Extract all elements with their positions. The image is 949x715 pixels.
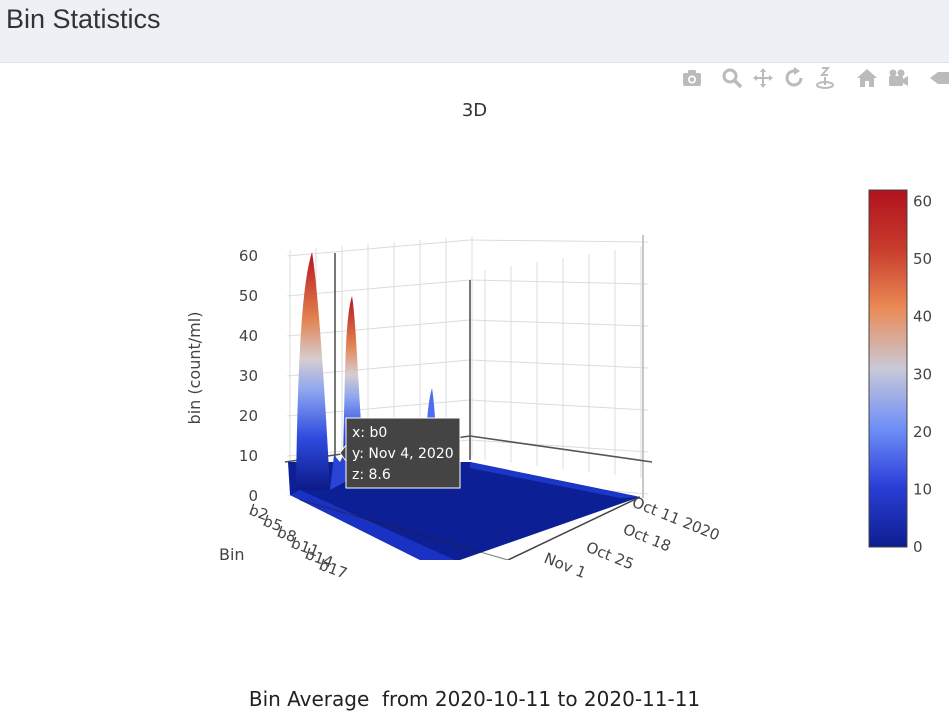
z-tick-label: 50: [239, 287, 258, 305]
axis-line: [507, 496, 641, 560]
grid-line: [286, 279, 471, 297]
camera-icon[interactable]: [680, 66, 704, 90]
surface-peak: [296, 252, 330, 490]
x-tick-label: b2: [247, 501, 271, 524]
z-tick-label: 20: [239, 407, 258, 425]
hover-tooltip: x: b0 y: Nov 4, 2020 z: 8.6: [339, 417, 461, 489]
tooltip-z: z: 8.6: [352, 467, 391, 483]
y-tick-label: Nov 1: [542, 549, 589, 582]
colorbar-tick-label: 10: [913, 480, 932, 498]
z-tick-label: 0: [248, 487, 258, 505]
axis-line: [299, 499, 509, 560]
z-tick-label: 30: [239, 367, 258, 385]
page-header: Bin Statistics: [0, 0, 949, 63]
grid-line: [286, 239, 471, 257]
grid-line: [469, 439, 649, 453]
orbit-rotation-icon[interactable]: [782, 66, 806, 90]
plot-scene: [284, 235, 653, 560]
tooltip-y: y: Nov 4, 2020: [352, 446, 454, 462]
plotly-logo-icon[interactable]: [928, 66, 949, 90]
tooltip-x: x: b0: [352, 425, 387, 441]
colorbar-tick-label: 60: [913, 193, 932, 211]
surface-base-shade: [290, 490, 455, 560]
y-tick-label: Oct 25: [584, 538, 637, 573]
z-tick-label: 40: [239, 327, 258, 345]
colorbar-tick-label: 20: [913, 423, 932, 441]
x-tick-label: b8: [275, 523, 299, 546]
pan-icon[interactable]: [751, 66, 775, 90]
colorbar: 0 10 20 30 40 50 60: [868, 189, 932, 556]
date-range-label: Bin Average from 2020-10-11 to 2020-11-1…: [248, 687, 701, 711]
plot-grid: [284, 235, 653, 498]
page-title: Bin Statistics: [6, 4, 161, 34]
grid-line: [469, 399, 649, 411]
chart-title: 3D: [461, 100, 488, 121]
colorbar-gradient: [868, 189, 908, 548]
axis-line: [469, 435, 653, 463]
turntable-rotation-icon[interactable]: [813, 66, 837, 90]
grid-line: [469, 279, 649, 285]
z-tick-label: 10: [239, 447, 258, 465]
x-axis-label: Bin: [219, 545, 245, 564]
y-tick-label: Oct 18: [621, 520, 674, 555]
surface-base-shade: [470, 462, 640, 498]
colorbar-tick-label: 0: [913, 538, 923, 556]
home-icon[interactable]: [855, 66, 879, 90]
z-axis-label: bin (count/ml): [185, 312, 204, 425]
grid-line: [469, 239, 649, 243]
grid-line: [469, 359, 649, 369]
grid-line: [469, 319, 649, 327]
colorbar-tick-label: 40: [913, 308, 932, 326]
x-tick-label: b17: [317, 556, 350, 583]
colorbar-tick-label: 50: [913, 250, 932, 268]
z-tick-label: 60: [239, 247, 258, 265]
zoom-icon[interactable]: [720, 66, 744, 90]
camera-view-icon[interactable]: [886, 66, 910, 90]
colorbar-ticks: 0 10 20 30 40 50 60: [913, 193, 932, 556]
x-tick-label: b5: [261, 512, 285, 535]
tooltip-box: [345, 417, 461, 489]
colorbar-tick-label: 30: [913, 365, 932, 383]
z-axis-ticks: 0 10 20 30 40 50 60: [239, 247, 258, 505]
